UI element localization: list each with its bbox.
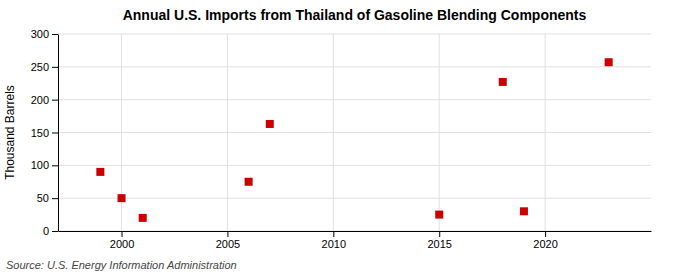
x-axis-line [59, 231, 652, 232]
y-tick-mark [52, 198, 58, 199]
y-tick-label: 200 [31, 94, 49, 106]
point [266, 120, 274, 128]
x-axis: 2000 2005 2010 2015 2020 [59, 231, 652, 250]
title: Annual U.S. Imports from Thailand of Gas… [123, 7, 587, 23]
y-axis: 0 50 100 150 200 250 300 [31, 28, 59, 237]
point [139, 214, 147, 222]
y-grid-line [58, 66, 651, 67]
source-note: Source: U.S. Energy Information Administ… [6, 259, 237, 271]
chart: 2000 2005 2010 2015 2020 0 50 100 150 200 250 300 An… [0, 0, 675, 275]
y-tick-label: 50 [37, 192, 49, 204]
x-tick-label: 2000 [110, 238, 134, 250]
y-tick-mark [52, 231, 58, 232]
y-grid-line [58, 34, 651, 35]
y-tick-mark [52, 165, 58, 166]
x-tick-mark [227, 231, 228, 237]
x-tick-mark [122, 231, 123, 237]
y-grid-line [58, 132, 651, 133]
points [96, 58, 612, 222]
x-tick-label: 2015 [427, 238, 451, 250]
y-tick-label: 100 [31, 159, 49, 171]
x-grid-line [439, 34, 440, 231]
y-grid-line [58, 99, 651, 100]
x-tick-label: 2005 [216, 238, 240, 250]
point [245, 178, 253, 186]
y-grid-line [58, 165, 651, 166]
y-tick: 0 [43, 225, 58, 237]
x-tick-mark [439, 231, 440, 237]
x-tick-mark [333, 231, 334, 237]
x-tick-mark [545, 231, 546, 237]
point [520, 207, 528, 215]
point [96, 168, 104, 176]
y-tick-label: 300 [31, 28, 49, 40]
point [605, 58, 613, 66]
y-tick-label: 250 [31, 61, 49, 73]
point [435, 211, 443, 219]
y-tick-mark [52, 133, 58, 134]
x-tick: 2015 [427, 231, 451, 250]
x-tick: 2000 [110, 231, 134, 250]
x-tick: 2005 [216, 231, 240, 250]
y-tick-label: 0 [43, 225, 49, 237]
y-tick: 150 [31, 127, 58, 139]
y-tick-mark [52, 34, 58, 35]
y-axis-label: Thousand Barrels [3, 85, 17, 180]
y-tick-mark [52, 67, 58, 68]
x-grid-line [545, 34, 546, 231]
x-tick: 2020 [533, 231, 557, 250]
x-grid-line [227, 34, 228, 231]
x-tick-label: 2010 [322, 238, 346, 250]
y-tick-label: 150 [31, 127, 49, 139]
y-tick: 300 [31, 28, 58, 40]
grid [58, 34, 651, 231]
x-tick: 2010 [322, 231, 346, 250]
y-axis-line [58, 35, 59, 232]
y-grid-line [58, 231, 651, 232]
x-tick-label: 2020 [533, 238, 557, 250]
x-grid-line [333, 34, 334, 231]
y-tick: 200 [31, 94, 58, 106]
point [499, 78, 507, 86]
point [118, 194, 126, 202]
plot: 2000 2005 2010 2015 2020 0 50 100 150 200 250 300 [31, 28, 652, 250]
y-tick: 100 [31, 159, 58, 171]
y-tick: 50 [37, 192, 58, 204]
y-grid-line [58, 198, 651, 199]
y-tick: 250 [31, 61, 58, 73]
y-tick-mark [52, 100, 58, 101]
